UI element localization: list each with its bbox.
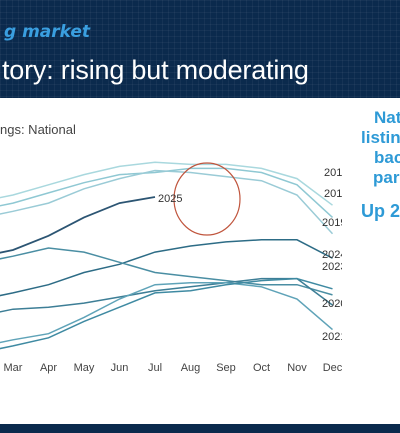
annotation-label: 2025 bbox=[158, 193, 182, 205]
callout-line: bac bbox=[374, 148, 400, 167]
x-tick-label: Apr bbox=[40, 362, 57, 374]
series-label-2021: 2021 bbox=[322, 331, 342, 343]
series-line-2019 bbox=[0, 169, 334, 235]
callout-line: Nat bbox=[374, 108, 400, 127]
series-line-2020 bbox=[0, 277, 333, 313]
series-line-2017 bbox=[0, 167, 334, 218]
x-tick-label: Aug bbox=[181, 362, 201, 374]
series-line-unlabeled-8 bbox=[0, 277, 333, 350]
series-label-2018: 2018 bbox=[324, 167, 342, 179]
section-kicker: g market bbox=[4, 22, 91, 42]
slide-title: tory: rising but moderating bbox=[2, 55, 309, 85]
callout-line: par bbox=[373, 168, 400, 187]
series-label-2024: 2024 bbox=[322, 249, 342, 261]
line-chart: 2018 2017 2019 20242023 2020 2021 2025 Mar Apr Ma… bbox=[0, 161, 342, 374]
series-line-2023 bbox=[0, 247, 333, 296]
series-line-2025 bbox=[0, 196, 156, 254]
x-tick-label: Jul bbox=[148, 362, 162, 374]
series-label-2017: 2017 bbox=[324, 188, 342, 200]
x-tick-label: Sep bbox=[216, 362, 236, 374]
footer-bar bbox=[0, 424, 400, 433]
callout-line: listin bbox=[361, 128, 400, 147]
sidebar-callout: Nat listin bac par Up 2 bbox=[340, 98, 400, 238]
x-tick-label: Oct bbox=[253, 362, 270, 374]
series-line-2021 bbox=[0, 281, 333, 344]
x-tick-label: Dec bbox=[323, 362, 342, 374]
x-tick-label: Mar bbox=[4, 362, 23, 374]
slide-header: g market tory: rising but moderating bbox=[0, 0, 400, 98]
series-label-2023: 2023 bbox=[322, 261, 342, 273]
series-line-2024 bbox=[0, 239, 333, 297]
x-tick-label: Jun bbox=[111, 362, 129, 374]
series-line-2018 bbox=[0, 161, 333, 206]
series-label-2020: 2020 bbox=[322, 298, 342, 310]
series-label-2019: 2019 bbox=[322, 217, 342, 229]
chart-subtitle: ngs: National bbox=[0, 122, 76, 137]
annotation-circle bbox=[173, 162, 241, 236]
callout-highlight: Up 2 bbox=[361, 201, 400, 221]
x-tick-label: Nov bbox=[287, 362, 307, 374]
chart-area: 2018 2017 2019 20242023 2020 2021 2025 Mar Apr Ma… bbox=[0, 98, 342, 408]
x-tick-label: May bbox=[74, 362, 95, 374]
